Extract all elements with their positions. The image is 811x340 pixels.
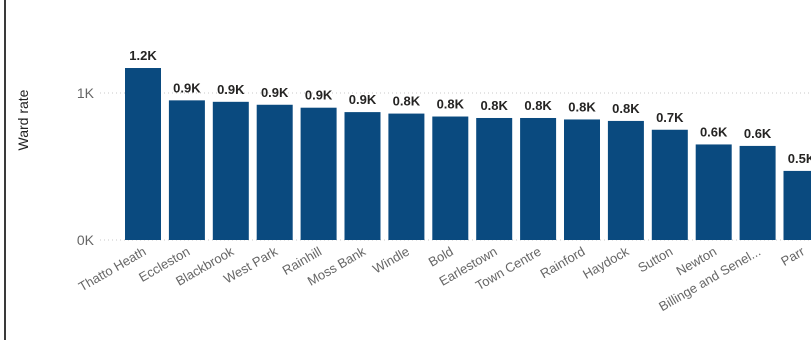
data-label: 0.8K [568, 99, 596, 114]
data-label: 0.9K [261, 85, 289, 100]
bar[interactable] [651, 129, 688, 240]
data-labels: 1.2K 0.9K 0.9K 0.9K 0.9K 0.9K 0.8K 0.8K 0.8K 0.8K… [129, 48, 811, 166]
bar[interactable] [168, 100, 205, 240]
x-tick-label: Sutton [635, 244, 675, 276]
gridlines [100, 92, 811, 241]
data-label: 1.2K [129, 48, 157, 63]
bars [125, 68, 811, 240]
data-label: 0.9K [349, 92, 377, 107]
data-label: 0.8K [393, 94, 421, 109]
y-tick-label: 1K [77, 85, 95, 101]
y-axis-ticks: 0K 1K [77, 85, 95, 248]
data-label: 0.8K [612, 101, 640, 116]
data-label: 0.8K [437, 97, 465, 112]
data-label: 0.9K [173, 80, 201, 95]
y-axis-label: Ward rate [15, 89, 31, 150]
x-tick-label: Bold [426, 244, 456, 270]
x-tick-label: Rainford [537, 244, 587, 282]
bar[interactable] [300, 107, 337, 240]
data-label: 0.9K [217, 82, 245, 97]
bar[interactable] [476, 117, 513, 240]
bar[interactable] [607, 120, 644, 240]
bar[interactable] [783, 170, 811, 240]
bar[interactable] [739, 145, 776, 240]
panel-left-border [4, 0, 6, 340]
bar[interactable] [695, 144, 732, 240]
x-tick-label: Thatto Heath [76, 244, 149, 295]
data-label: 0.8K [524, 98, 552, 113]
data-label: 0.6K [744, 126, 772, 141]
x-tick-label: Haydock [580, 243, 632, 282]
bar[interactable] [388, 113, 425, 240]
data-label: 0.7K [656, 110, 684, 125]
bar[interactable] [564, 119, 600, 240]
bar[interactable] [212, 101, 249, 240]
data-label: 0.9K [305, 88, 333, 103]
bar[interactable] [520, 117, 557, 240]
data-label: 0.5K [788, 151, 811, 166]
bar[interactable] [256, 104, 293, 240]
x-tick-label: Parr [778, 243, 807, 269]
data-label: 0.8K [480, 98, 508, 113]
bar[interactable] [125, 68, 161, 240]
bar[interactable] [344, 112, 381, 240]
x-tick-label: Windle [370, 244, 412, 277]
y-tick-label: 0K [77, 232, 95, 248]
data-label: 0.6K [700, 124, 728, 139]
bar[interactable] [432, 116, 469, 240]
